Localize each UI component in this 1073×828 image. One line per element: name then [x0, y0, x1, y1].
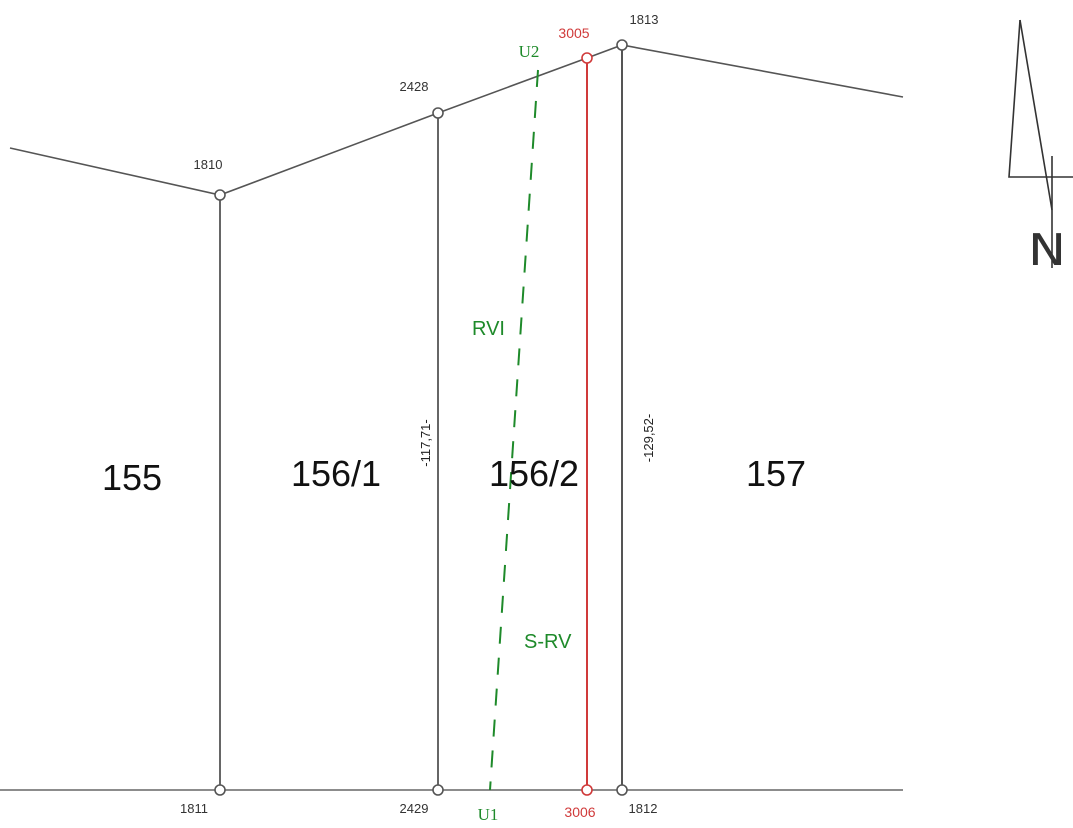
parcel-label-156-2: 156/2: [489, 453, 579, 494]
dimension-right: -129,52-: [641, 414, 656, 462]
point-label-2429: 2429: [400, 801, 429, 816]
parcel-labels: 155 156/1 156/2 157: [102, 453, 806, 498]
dimension-labels: -117,71- -129,52-: [418, 414, 656, 467]
parcel-label-157: 157: [746, 453, 806, 494]
north-arrow: N: [1008, 19, 1073, 276]
dimension-left: -117,71-: [418, 419, 433, 466]
point-marker-1812: [616, 784, 628, 796]
dashed-line-label-top: U2: [519, 42, 540, 61]
parcel-label-156-1: 156/1: [291, 453, 381, 494]
point-label-3005: 3005: [558, 25, 589, 41]
point-marker-1811: [214, 784, 226, 796]
point-label-3006: 3006: [564, 804, 595, 820]
dashed-line-label-lower: S-RV: [524, 631, 572, 653]
point-label-1812: 1812: [629, 801, 658, 816]
dashed-line-labels: U2 U1 RVI S-RV: [472, 42, 572, 824]
point-label-2428: 2428: [400, 79, 429, 94]
point-label-1810: 1810: [194, 157, 223, 172]
north-boundary-line: [9, 44, 904, 196]
point-label-1811: 1811: [180, 801, 208, 816]
parcel-label-155: 155: [102, 457, 162, 498]
parcel-boundaries: [219, 45, 623, 790]
point-markers: [214, 39, 628, 796]
point-marker-1810: [214, 189, 226, 201]
dashed-line-u1-u2: [489, 69, 539, 791]
dashed-line-label-bottom: U1: [478, 805, 499, 823]
point-marker-2429: [432, 784, 444, 796]
point-marker-2428: [432, 107, 444, 119]
point-labels: 1810 2428 3005 1813 1811 2429 3006 1812: [180, 12, 658, 820]
outer-boundaries: [0, 44, 904, 791]
north-label: N: [1028, 225, 1066, 276]
dashed-line-label-upper: RVI: [472, 318, 505, 340]
point-marker-1813: [616, 39, 628, 51]
north-arrow-icon: [1008, 19, 1073, 178]
point-marker-3006: [581, 784, 593, 796]
point-marker-3005: [581, 52, 593, 64]
point-label-1813: 1813: [630, 12, 659, 27]
north-arrow-shaft: [1019, 19, 1053, 211]
